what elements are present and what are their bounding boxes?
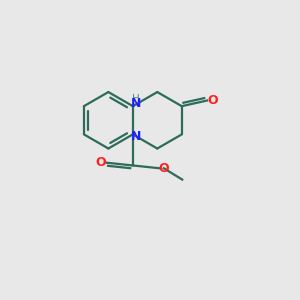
Text: N: N [130,97,141,110]
Text: O: O [158,162,169,175]
Text: O: O [207,94,218,107]
Text: O: O [95,156,106,169]
Text: H: H [132,94,140,104]
Text: N: N [130,130,141,143]
